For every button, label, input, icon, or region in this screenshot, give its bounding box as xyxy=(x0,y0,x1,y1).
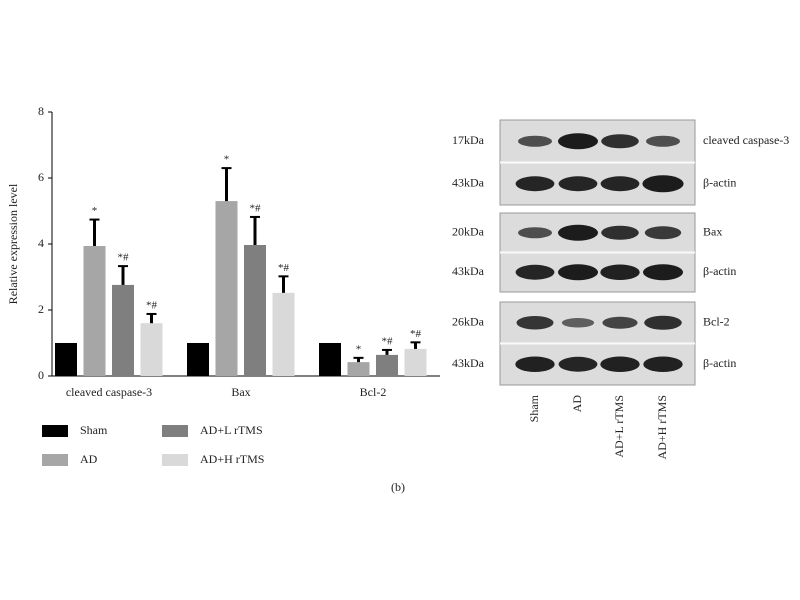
x-tick-label: cleaved caspase-3 xyxy=(66,385,152,399)
significance-label: *# xyxy=(250,202,262,214)
blot-band xyxy=(518,135,552,147)
legend-swatch xyxy=(42,454,68,466)
bar xyxy=(140,323,163,376)
blot-band xyxy=(644,315,682,330)
legend-label: AD xyxy=(80,452,98,466)
legend-swatch xyxy=(42,425,68,437)
y-tick-label: 2 xyxy=(38,302,44,316)
bar xyxy=(215,201,238,376)
kda-label: 20kDa xyxy=(452,225,485,239)
blot-band xyxy=(558,264,598,281)
legend-label: AD+H rTMS xyxy=(200,452,264,466)
y-tick-label: 6 xyxy=(38,170,44,184)
y-axis-label: Relative expression level xyxy=(6,183,20,304)
kda-label: 43kDa xyxy=(452,356,485,370)
x-tick-label: Bax xyxy=(231,385,250,399)
lane-label: AD xyxy=(570,395,584,413)
kda-label: 43kDa xyxy=(452,264,485,278)
blot-band xyxy=(516,316,554,330)
significance-label: * xyxy=(356,343,362,355)
bar xyxy=(404,348,427,376)
band-label: β-actin xyxy=(703,356,736,370)
significance-label: *# xyxy=(146,299,158,311)
y-tick-label: 8 xyxy=(38,104,44,118)
blot-band xyxy=(601,134,639,149)
band-label: β-actin xyxy=(703,264,736,278)
blot-band xyxy=(515,356,555,372)
blot-band xyxy=(558,224,598,241)
caption: (b) xyxy=(391,480,405,494)
blot-band xyxy=(515,264,555,280)
blot-band xyxy=(643,356,683,372)
legend-label: AD+L rTMS xyxy=(200,423,263,437)
bar xyxy=(83,245,106,376)
bar xyxy=(55,343,77,376)
bar xyxy=(112,284,134,376)
blot-band xyxy=(561,318,595,328)
band-label: Bax xyxy=(703,225,722,239)
bar xyxy=(272,292,295,376)
significance-label: *# xyxy=(118,252,130,264)
blot-band xyxy=(644,226,682,240)
legend-label: Sham xyxy=(80,423,108,437)
blot-band xyxy=(600,176,640,192)
lane-label: AD+L rTMS xyxy=(612,395,626,458)
band-label: cleaved caspase-3 xyxy=(703,133,789,147)
blot-band xyxy=(515,176,555,192)
blot-band xyxy=(600,356,640,372)
significance-label: *# xyxy=(410,328,422,340)
significance-label: *# xyxy=(278,262,290,274)
x-tick-label: Bcl-2 xyxy=(360,385,387,399)
significance-label: *# xyxy=(382,335,394,347)
significance-label: * xyxy=(92,205,98,217)
blot-band xyxy=(643,264,683,281)
blot-band xyxy=(646,135,680,147)
blot-band xyxy=(558,356,598,372)
blot-band xyxy=(601,225,639,240)
bar xyxy=(244,244,266,376)
bar xyxy=(347,362,370,376)
blot-band xyxy=(642,175,684,193)
band-label: β-actin xyxy=(703,176,736,190)
y-tick-label: 0 xyxy=(38,368,44,382)
y-tick-label: 4 xyxy=(38,236,44,250)
blot-band xyxy=(600,264,640,280)
blot-band xyxy=(602,316,638,329)
kda-label: 17kDa xyxy=(452,133,485,147)
bar xyxy=(319,343,341,376)
blot-band xyxy=(518,227,552,239)
legend-swatch xyxy=(162,425,188,437)
significance-label: * xyxy=(224,154,230,166)
lane-label: AD+H rTMS xyxy=(655,395,669,459)
bar xyxy=(376,354,398,376)
blot-band xyxy=(558,133,598,150)
kda-label: 26kDa xyxy=(452,315,485,329)
lane-label: Sham xyxy=(527,394,541,422)
bar xyxy=(187,343,209,376)
kda-label: 43kDa xyxy=(452,176,485,190)
blot-band xyxy=(558,176,598,192)
band-label: Bcl-2 xyxy=(703,315,730,329)
legend-swatch xyxy=(162,454,188,466)
